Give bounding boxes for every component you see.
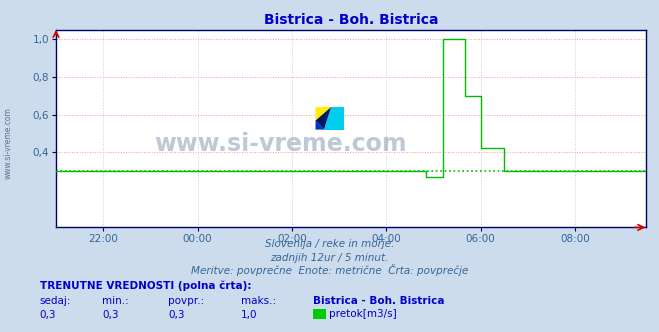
Text: TRENUTNE VREDNOSTI (polna črta):: TRENUTNE VREDNOSTI (polna črta): <box>40 280 251 291</box>
Text: 1,0: 1,0 <box>241 310 257 320</box>
Text: www.si-vreme.com: www.si-vreme.com <box>4 107 13 179</box>
Text: 0,3: 0,3 <box>40 310 56 320</box>
Text: sedaj:: sedaj: <box>40 296 71 306</box>
Polygon shape <box>316 107 331 121</box>
Text: www.si-vreme.com: www.si-vreme.com <box>154 132 407 156</box>
Polygon shape <box>316 107 331 129</box>
Text: maks.:: maks.: <box>241 296 275 306</box>
Text: zadnjih 12ur / 5 minut.: zadnjih 12ur / 5 minut. <box>270 253 389 263</box>
Polygon shape <box>324 107 344 129</box>
Text: Slovenija / reke in morje.: Slovenija / reke in morje. <box>265 239 394 249</box>
Title: Bistrica - Boh. Bistrica: Bistrica - Boh. Bistrica <box>264 13 438 27</box>
Text: pretok[m3/s]: pretok[m3/s] <box>330 309 397 319</box>
Polygon shape <box>316 121 324 129</box>
Text: 0,3: 0,3 <box>102 310 119 320</box>
Text: min.:: min.: <box>102 296 129 306</box>
Text: 0,3: 0,3 <box>168 310 185 320</box>
Text: Bistrica - Boh. Bistrica: Bistrica - Boh. Bistrica <box>313 296 445 306</box>
Text: Meritve: povprečne  Enote: metrične  Črta: povprečje: Meritve: povprečne Enote: metrične Črta:… <box>191 264 468 276</box>
Text: povpr.:: povpr.: <box>168 296 204 306</box>
